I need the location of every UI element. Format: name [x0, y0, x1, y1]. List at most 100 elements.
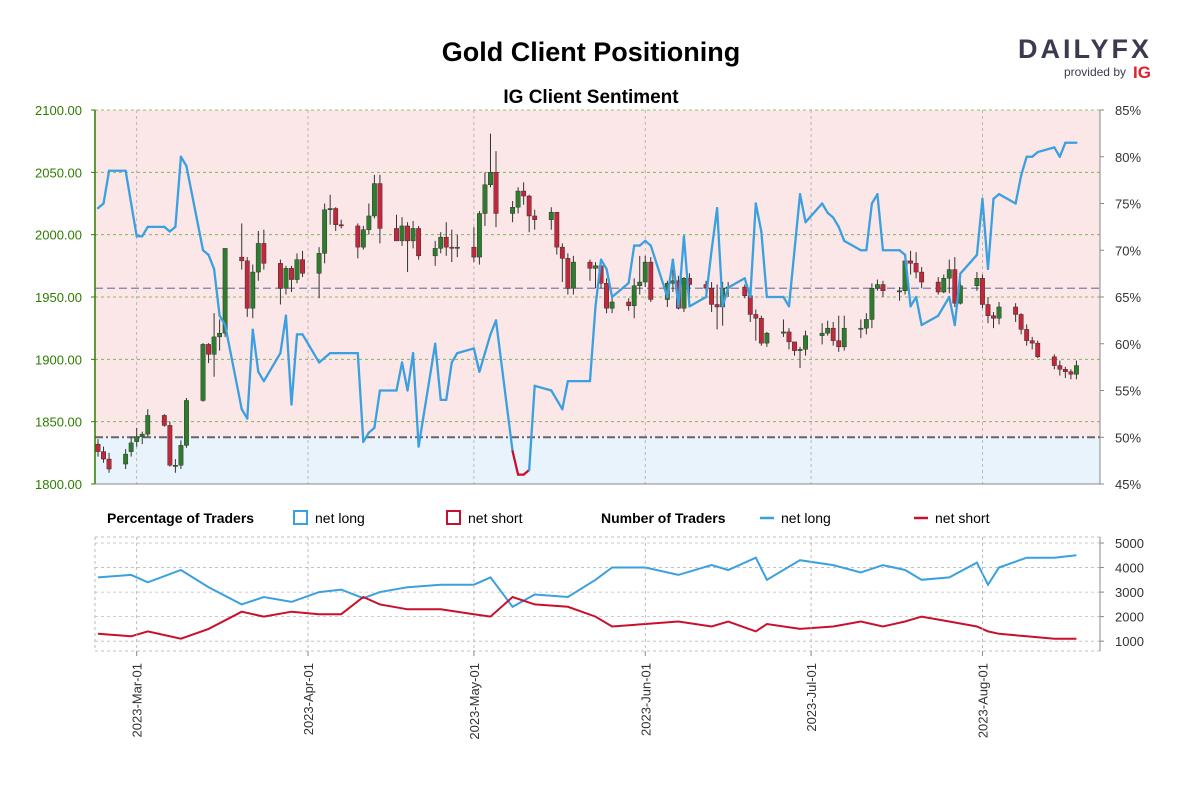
logo-provided-by: provided by	[1064, 65, 1126, 79]
sentiment-segment	[975, 197, 984, 257]
sentiment-segment	[494, 319, 514, 453]
sentiment-segment	[185, 164, 205, 252]
candle-body	[139, 433, 145, 437]
sentiment-segment	[262, 351, 282, 383]
sentiment-segment	[903, 253, 912, 308]
sentiment-segment	[948, 295, 956, 327]
candle-body	[278, 263, 283, 289]
candle-body	[515, 190, 521, 208]
sentiment-segment	[909, 295, 918, 308]
count-tick-label: 4000	[1115, 561, 1144, 576]
count-tick-label: 2000	[1115, 610, 1144, 625]
candle-body	[366, 215, 372, 230]
sentiment-segment	[992, 192, 1001, 200]
candle-body	[797, 349, 803, 351]
legend-num-long-label: net long	[781, 510, 831, 526]
price-tick-label: 1950.00	[35, 290, 82, 305]
sentiment-segment	[749, 202, 757, 299]
pct-tick-label: 50%	[1115, 430, 1141, 445]
sentiment-segment	[798, 192, 807, 224]
sentiment-segment	[533, 384, 553, 392]
date-tick-label: 2023-Apr-01	[301, 663, 316, 735]
sentiment-segment	[522, 468, 531, 476]
sentiment-segment	[837, 225, 846, 243]
sentiment-segment	[406, 351, 415, 392]
price-tick-label: 1800.00	[35, 477, 82, 492]
sentiment-segment	[898, 249, 907, 257]
legend: Percentage of Traders net long net short…	[107, 510, 990, 526]
sentiment-segment	[644, 239, 652, 247]
candle-body	[941, 278, 947, 293]
candle-body	[681, 278, 687, 309]
candle-body	[709, 288, 714, 305]
sentiment-segment	[942, 295, 951, 308]
sentiment-segment	[1058, 141, 1067, 158]
candle-body	[1013, 306, 1019, 315]
candle-body	[919, 271, 925, 283]
sentiment-segment	[727, 277, 746, 289]
price-sentiment-panel: 2100.00 2050.00 2000.00 1950.00 1900.00 1850.…	[35, 103, 1141, 492]
candle-body	[908, 260, 913, 264]
sentiment-segment	[218, 314, 227, 327]
sentiment-segment	[450, 351, 459, 364]
sentiment-segment	[290, 333, 299, 406]
candle-body	[410, 228, 416, 242]
legend-pct-short-swatch	[446, 510, 461, 525]
candle-body	[477, 213, 482, 258]
pct-tick-label: 55%	[1115, 384, 1141, 399]
chart-title: Gold Client Positioning	[442, 37, 740, 67]
candle-body	[863, 319, 869, 329]
sentiment-segment	[356, 351, 365, 444]
candle-body	[1029, 340, 1035, 344]
sentiment-segment	[832, 216, 840, 229]
candle-body	[609, 301, 615, 309]
candle-body	[836, 340, 842, 348]
sentiment-segment	[937, 305, 945, 317]
sentiment-segment	[561, 379, 570, 411]
price-tick-label: 2050.00	[35, 165, 82, 180]
candle-body	[1024, 329, 1030, 341]
sentiment-segment	[257, 370, 265, 383]
chart-subtitle: IG Client Sentiment	[503, 87, 679, 108]
sentiment-segment	[1036, 146, 1056, 154]
sentiment-segment	[207, 253, 216, 271]
sentiment-segment	[102, 169, 111, 205]
candle-body	[167, 425, 173, 466]
candle-body	[145, 415, 151, 435]
sentiment-segment	[865, 202, 874, 252]
sentiment-segment	[804, 202, 824, 224]
sentiment-segment	[251, 328, 260, 373]
candle-body	[128, 442, 134, 452]
candle-body	[593, 265, 598, 269]
sentiment-segment	[411, 351, 420, 448]
price-tick-label: 2100.00	[35, 103, 82, 118]
candle-body	[106, 458, 112, 470]
candle-body	[355, 225, 361, 248]
candle-body	[360, 229, 366, 248]
candle-body	[172, 465, 178, 467]
candle-body	[454, 246, 460, 249]
candle-body	[587, 261, 593, 269]
sentiment-segment	[760, 230, 769, 299]
sentiment-segment	[914, 295, 923, 327]
sentiment-segment	[434, 342, 442, 402]
legend-pct-title: Percentage of Traders	[107, 510, 254, 526]
legend-pct-long-swatch	[293, 510, 308, 525]
candle-body	[294, 259, 300, 280]
trader-count-lines	[97, 554, 1077, 640]
candle-body	[559, 246, 565, 259]
sentiment-segment	[478, 351, 487, 373]
candle-body	[316, 253, 322, 274]
sentiment-segment	[704, 249, 713, 299]
sentiment-segment	[279, 314, 288, 355]
candle-body	[211, 336, 217, 355]
count-tick-label: 1000	[1115, 634, 1144, 649]
candle-body	[471, 246, 477, 258]
date-tick-label: 2023-May-01	[467, 663, 482, 740]
candle-body	[897, 290, 902, 293]
sentiment-segment	[174, 155, 183, 229]
candle-body	[449, 246, 455, 249]
candle-body	[300, 259, 305, 274]
candle-body	[786, 331, 792, 343]
candle-body	[952, 269, 958, 304]
